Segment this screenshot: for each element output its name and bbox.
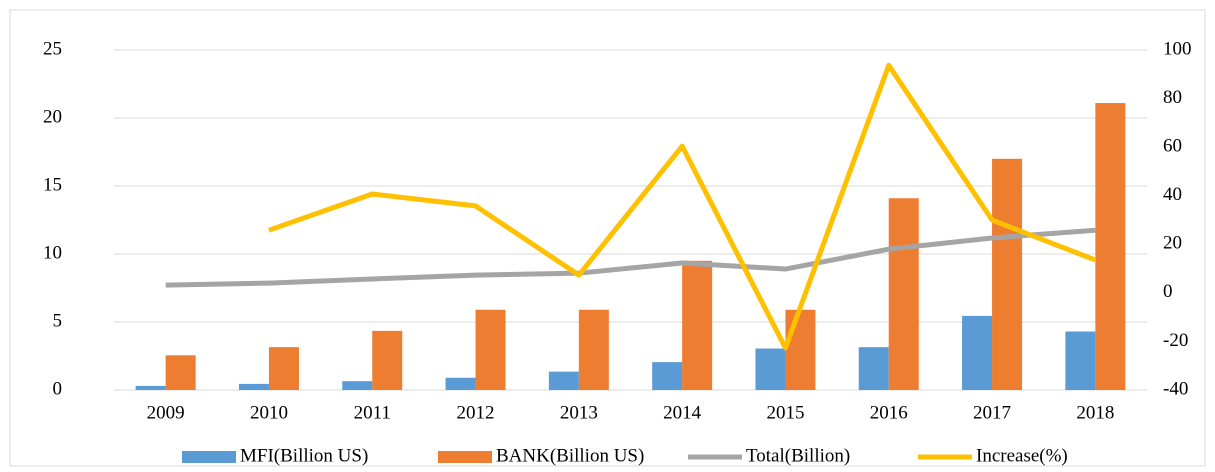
y2-tick-label: 40 — [1163, 184, 1182, 205]
x-tick-label: 2009 — [147, 402, 185, 423]
legend-swatch — [438, 451, 492, 463]
bar — [578, 309, 609, 390]
x-tick-label: 2013 — [560, 402, 598, 423]
bar — [268, 347, 299, 390]
y-tick-label: 10 — [43, 242, 62, 263]
y-tick-label: 0 — [53, 378, 63, 399]
bar — [135, 385, 166, 390]
x-tick-label: 2017 — [973, 402, 1011, 423]
bar — [858, 347, 889, 390]
line — [165, 227, 1096, 288]
line — [268, 62, 1097, 351]
y2-tick-label: -40 — [1163, 378, 1188, 399]
bar — [755, 348, 786, 390]
y-tick-label: 20 — [43, 106, 62, 127]
y-tick-label: 15 — [43, 174, 62, 195]
bar — [165, 355, 196, 390]
y2-tick-label: -20 — [1163, 330, 1188, 351]
legend-swatch — [182, 451, 236, 463]
x-tick-label: 2012 — [457, 402, 495, 423]
bar — [992, 158, 1023, 390]
bar — [372, 330, 403, 390]
bar — [548, 371, 579, 390]
y-tick-label: 25 — [43, 38, 62, 59]
bar — [962, 315, 993, 390]
legend-label: Total(Billion) — [746, 445, 850, 466]
legend-label: BANK(Billion US) — [496, 445, 644, 466]
y2-tick-label: 60 — [1163, 136, 1182, 157]
y2-tick-label: 20 — [1163, 233, 1182, 254]
bar — [238, 383, 269, 390]
x-tick-label: 2016 — [870, 402, 908, 423]
chart-border — [9, 9, 1206, 467]
bar — [682, 260, 713, 390]
bar — [785, 309, 816, 390]
legend-label: Increase(%) — [976, 445, 1068, 466]
bar — [1095, 103, 1126, 390]
x-tick-label: 2011 — [354, 402, 391, 423]
legend-label: MFI(Billion US) — [240, 445, 368, 466]
y-tick-label: 5 — [53, 310, 63, 331]
x-tick-label: 2014 — [663, 402, 702, 423]
x-tick-label: 2010 — [250, 402, 288, 423]
y2-tick-label: 0 — [1163, 281, 1173, 302]
bar — [888, 198, 919, 390]
bar — [342, 381, 373, 390]
bar — [652, 362, 683, 390]
x-tick-label: 2018 — [1076, 402, 1114, 423]
bar — [475, 309, 506, 390]
x-tick-label: 2015 — [766, 402, 804, 423]
bar — [445, 377, 476, 390]
y2-tick-label: 80 — [1163, 87, 1182, 108]
y2-tick-label: 100 — [1163, 38, 1192, 59]
bar — [1065, 331, 1096, 390]
